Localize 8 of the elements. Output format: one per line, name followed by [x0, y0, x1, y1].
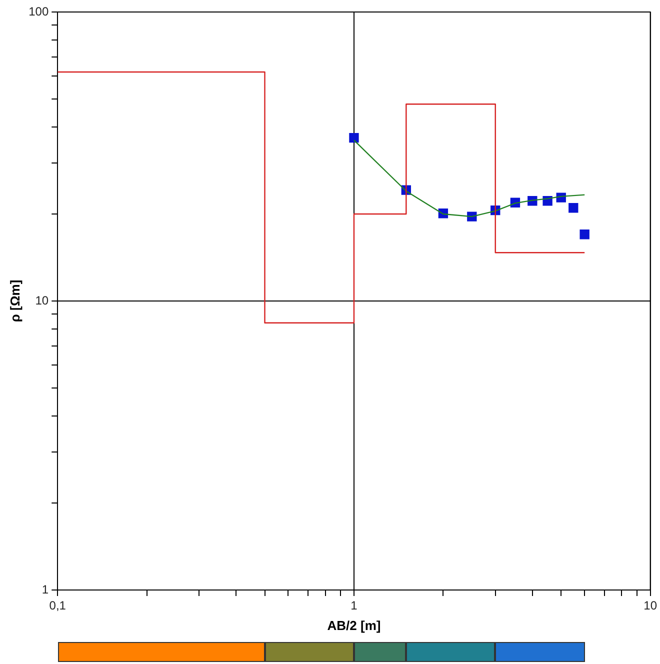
y-axis-title: ρ [Ωm]	[7, 280, 22, 322]
x-tick-label: 10	[644, 598, 658, 613]
x-tick-label: 0,1	[49, 598, 66, 613]
y-tick-label: 1	[42, 582, 49, 596]
y-tick-label: 100	[28, 4, 49, 18]
y-tick-label: 10	[35, 293, 49, 308]
x-tick-label: 1	[350, 598, 358, 613]
x-axis-title: AB/2 [m]	[327, 618, 381, 633]
